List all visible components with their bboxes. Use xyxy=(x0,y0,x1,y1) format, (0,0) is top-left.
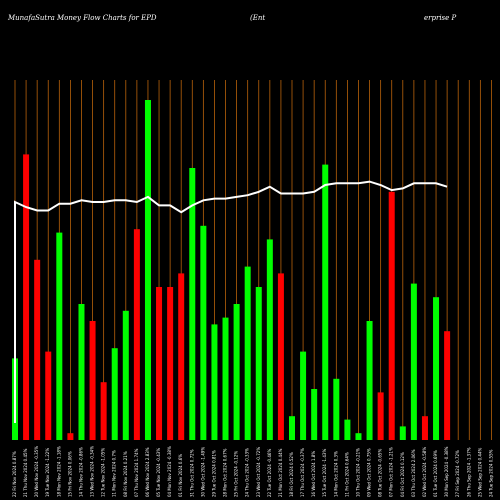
x-tick-label: 24 Tue Sep 2024 0.55% xyxy=(488,449,493,497)
chart-title-company-a: (Ent xyxy=(250,14,265,22)
x-tick-label: 04 Mon Nov 2024 -0.38% xyxy=(167,446,172,497)
chart-title-company-b: erprise P xyxy=(424,14,457,22)
x-tick-label: 13 Wed Nov 2024 -0.34% xyxy=(90,446,95,497)
x-tick-label: 05 Tue Nov 2024 -0.43% xyxy=(156,448,161,497)
bar xyxy=(388,191,395,440)
x-tick-label: 10 Thu Oct 2024 -0.21% xyxy=(356,448,361,497)
bar xyxy=(289,416,295,440)
x-tick-label: 07 Thu Nov 2024 1.74% xyxy=(134,448,139,497)
bar xyxy=(100,382,107,440)
bar xyxy=(377,392,384,440)
bar xyxy=(89,321,96,440)
x-tick-label: 02 Wed Oct 2024 -0.58% xyxy=(422,447,427,497)
bar xyxy=(23,154,30,440)
bar xyxy=(433,297,440,440)
line-series xyxy=(14,180,448,423)
bar xyxy=(444,331,451,440)
money-flow-line xyxy=(14,180,448,423)
bar xyxy=(67,433,74,440)
bar xyxy=(189,168,196,440)
bar xyxy=(45,351,52,440)
bar xyxy=(322,164,329,440)
x-tick-label: 12 Tue Nov 2024 -1.05% xyxy=(101,448,106,497)
x-tick-label: 08 Tue Oct 2024 -0.65% xyxy=(378,449,383,497)
x-tick-label: 29 Tue Oct 2024 0.81% xyxy=(211,450,216,497)
x-tick-label: 15 Fri Nov 2024 0.06% xyxy=(67,451,72,497)
x-tick-label: 31 Thu Oct 2024 0.72% xyxy=(189,449,194,497)
bar xyxy=(211,324,218,440)
x-tick-label: 18 Mon Nov 2024 -1.18% xyxy=(56,446,61,497)
x-tick-label: 30 Mon Sep 2024 -0.38% xyxy=(444,446,449,497)
x-tick-label: 01 Fri Nov 2024 0.6% xyxy=(178,454,183,497)
bar xyxy=(133,229,140,440)
x-tick-label: 21 Mon Oct 2024 0.44% xyxy=(278,448,283,497)
x-tick-label: 21 Thu Nov 2024 0.45% xyxy=(23,448,28,497)
bar xyxy=(300,351,307,440)
bar xyxy=(122,310,129,440)
bar xyxy=(255,287,262,440)
x-tick-label: 16 Wed Oct 2024 1.8% xyxy=(311,451,316,497)
bar xyxy=(178,273,185,440)
bar xyxy=(344,419,351,440)
grid-lines xyxy=(14,80,492,440)
x-tick-label: 08 Fri Nov 2024 0.21% xyxy=(123,451,128,497)
bar xyxy=(366,321,373,440)
bars xyxy=(12,100,451,440)
bar xyxy=(144,100,151,440)
x-tick-label: 22 Fri Nov 2024 0.87% xyxy=(12,451,17,497)
bar xyxy=(156,287,163,440)
x-tick-label: 22 Tue Oct 2024 -0.46% xyxy=(267,449,272,497)
x-tick-label: 04 Fri Oct 2024 0.12% xyxy=(400,452,405,497)
x-tick-label: 28 Mon Oct 2024 0.67% xyxy=(223,448,228,497)
bar xyxy=(355,433,362,440)
bar xyxy=(333,378,340,440)
x-tick-label: 17 Thu Oct 2024 -0.37% xyxy=(300,448,305,497)
x-tick-label: 25 Wed Sep 2024 0.44% xyxy=(477,447,482,497)
bar xyxy=(233,304,240,440)
bar xyxy=(266,239,273,440)
bar xyxy=(56,232,63,440)
x-tick-labels: 22 Fri Nov 2024 0.87% 21 Thu Nov 2024 0.4… xyxy=(12,446,493,497)
bar xyxy=(222,317,229,440)
x-tick-label: 07 Mon Oct 2024 -1.21% xyxy=(389,447,394,497)
x-tick-label: 06 Wed Nov 2024 2.83% xyxy=(145,447,150,497)
bar xyxy=(200,225,207,440)
x-tick-label: 24 Thu Oct 2024 -0.33% xyxy=(245,448,250,497)
bar xyxy=(277,273,284,440)
x-tick-label: 03 Thu Oct 2024 2.06% xyxy=(411,449,416,497)
bar xyxy=(244,266,251,440)
chart-title: MunafaSutra Money Flow Charts for EPD xyxy=(7,14,157,22)
x-tick-label: 27 Fri Sep 2024 -0.72% xyxy=(455,450,460,497)
bar xyxy=(167,287,174,440)
bar xyxy=(34,259,41,440)
x-tick-label: 01 Tue Oct 2024 0.69% xyxy=(433,450,438,497)
bar xyxy=(111,348,118,440)
x-tick-label: 15 Tue Oct 2024 -1.43% xyxy=(322,449,327,497)
x-tick-label: 18 Fri Oct 2024 0.52% xyxy=(289,452,294,497)
x-tick-label: 30 Wed Oct 2024 -1.49% xyxy=(200,447,205,497)
bar xyxy=(399,426,406,440)
x-tick-label: 14 Mon Oct 2024 0.3% xyxy=(333,451,338,497)
bar xyxy=(410,283,417,440)
bar xyxy=(311,389,318,440)
x-tick-label: 11 Fri Oct 2024 0.64% xyxy=(344,452,349,497)
bar xyxy=(78,304,85,440)
x-tick-label: 14 Thu Nov 2024 -0.86% xyxy=(79,447,84,497)
bar xyxy=(421,416,428,440)
x-tick-label: 25 Fri Oct 2024 -0.12% xyxy=(234,451,239,497)
x-tick-label: 26 Thu Sep 2024 -1.37% xyxy=(466,447,471,497)
x-tick-label: 23 Wed Oct 2024 -0.72% xyxy=(256,447,261,497)
x-tick-label: 20 Wed Nov 2024 -0.35% xyxy=(34,446,39,497)
x-tick-label: 09 Wed Oct 2024 0.75% xyxy=(367,448,372,497)
x-tick-label: 19 Tue Nov 2024 -1.22% xyxy=(45,448,50,497)
x-tick-label: 11 Mon Nov 2024 0.7% xyxy=(112,450,117,497)
